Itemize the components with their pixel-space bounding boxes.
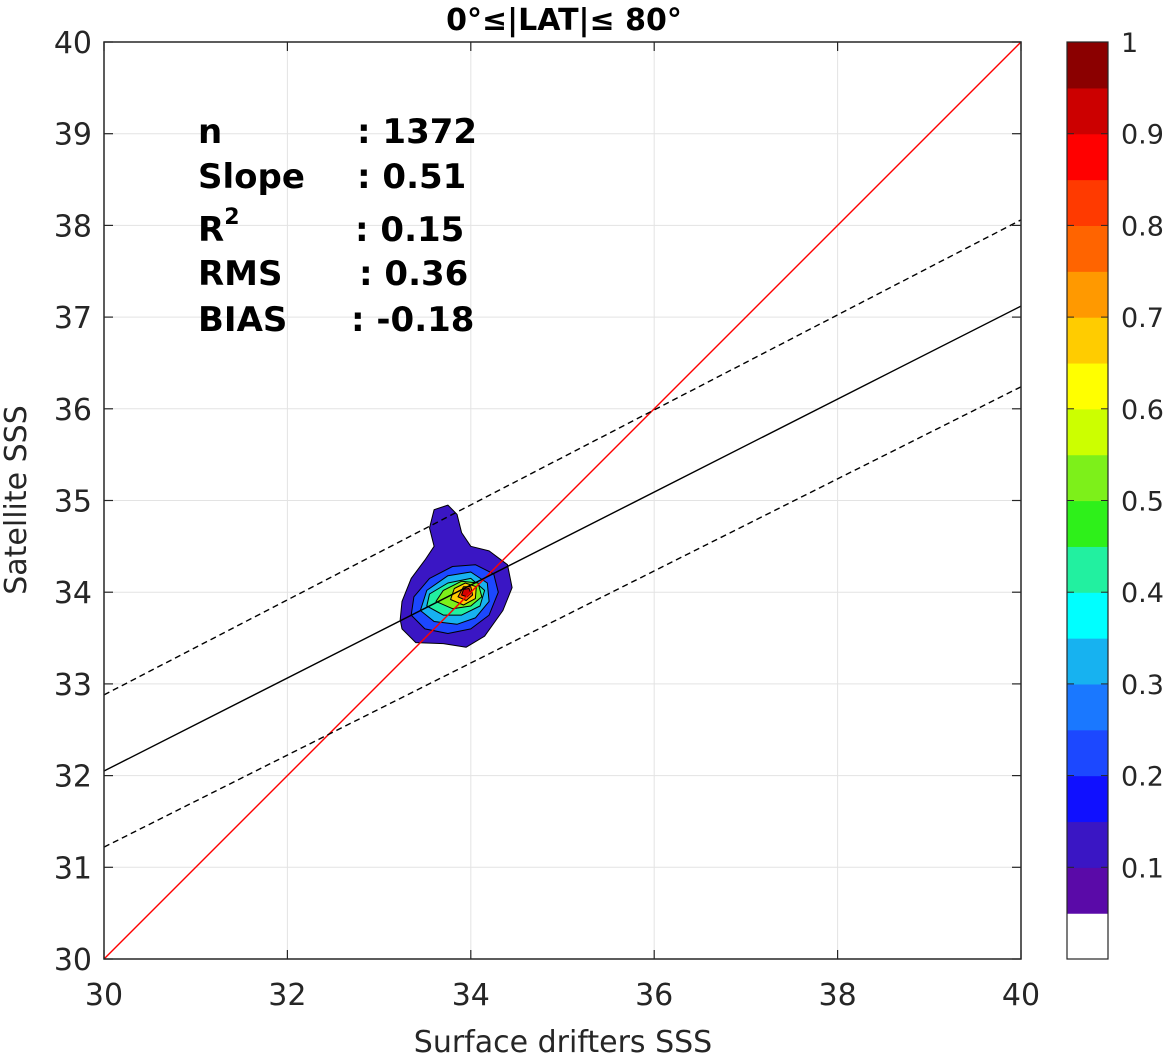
stat-value: : 0.15 (355, 210, 464, 250)
series-line-0 (103, 41, 1022, 960)
colorbar-swatch (1067, 729, 1108, 777)
colorbar-swatch (1067, 225, 1108, 272)
colorbar-swatch (1067, 179, 1108, 226)
stat-label: BIAS (198, 300, 287, 340)
colorbar-tick-label: 0.1 (1121, 853, 1164, 884)
x-tick-label: 36 (635, 978, 673, 1013)
colorbar-swatch (1067, 317, 1108, 364)
y-tick-label: 34 (54, 576, 92, 611)
colorbar-swatch (1067, 362, 1108, 410)
x-tick-label: 32 (268, 978, 306, 1013)
colorbar-swatch (1067, 821, 1108, 868)
stat-value: : 0.36 (359, 254, 468, 294)
stats-box: n : 1372 Slope : 0.51 R2 : 0.15 RMS : 0.36 BIAS:… (198, 112, 477, 340)
y-tick-label: 30 (54, 943, 92, 978)
colorbar-swatch (1067, 42, 1108, 89)
y-axis-label: Satellite SSS (0, 405, 34, 595)
x-tick-label: 34 (452, 978, 490, 1013)
colorbar-swatch (1067, 500, 1108, 547)
stat-label: Slope (198, 157, 305, 197)
colorbar-tick-label: 0.8 (1121, 211, 1164, 242)
colorbar-swatch (1067, 271, 1108, 318)
stat-label: R2 (198, 205, 240, 250)
colorbar-swatch (1067, 133, 1108, 181)
y-tick-label: 36 (54, 393, 92, 428)
x-tick-label: 38 (819, 978, 857, 1013)
x-tick-labels: 30 32 34 36 38 40 (85, 978, 1040, 1013)
colorbar-tick-label: 0.9 (1121, 120, 1164, 151)
y-tick-label: 32 (54, 760, 92, 795)
colorbar-swatch (1067, 592, 1108, 639)
colorbar-swatch (1067, 87, 1108, 135)
colorbar-swatch (1067, 775, 1108, 823)
x-tick-label: 40 (1002, 978, 1040, 1013)
x-axis-label: Surface drifters SSS (414, 1025, 712, 1055)
y-tick-labels: 30 31 32 33 34 35 36 37 38 39 40 (54, 26, 92, 978)
regression-lines (103, 41, 1022, 960)
axis-ticks (103, 41, 1022, 960)
colorbar-swatch (1067, 683, 1108, 731)
colorbar-tick-label: 0.5 (1121, 487, 1164, 518)
stat-superscript: 2 (224, 205, 239, 230)
y-tick-label: 40 (54, 26, 92, 61)
series-line-3 (103, 386, 1022, 848)
colorbar-swatch (1067, 454, 1108, 502)
stat-value: : 1372 (357, 112, 477, 152)
stat-label: n (198, 112, 222, 152)
x-tick-label: 30 (85, 978, 123, 1013)
y-tick-label: 37 (54, 301, 92, 336)
colorbar-swatch (1067, 546, 1108, 593)
chart-title: 0°≤|LAT|≤ 80° (446, 3, 682, 38)
y-tick-label: 31 (54, 851, 92, 886)
density-contours (399, 504, 513, 648)
y-tick-label: 33 (54, 668, 92, 703)
stat-value: : -0.18 (351, 300, 474, 340)
colorbar-tick-label: 0.6 (1121, 395, 1164, 426)
series-line-1 (103, 305, 1022, 772)
y-tick-label: 35 (54, 485, 92, 520)
colorbar-tick-label: 0.7 (1121, 303, 1164, 334)
y-tick-label: 39 (54, 118, 92, 153)
stat-value: : 0.51 (357, 157, 466, 197)
colorbar-swatch (1067, 408, 1108, 456)
colorbar-swatch (1067, 913, 1108, 960)
colorbar-tick-label: 0.3 (1121, 670, 1164, 701)
colorbar-swatch (1067, 867, 1108, 914)
colorbar-swatch (1067, 638, 1108, 685)
colorbar-tick-label: 0.2 (1121, 762, 1164, 793)
y-tick-label: 38 (54, 209, 92, 244)
colorbar: 0.1 0.2 0.3 0.4 0.5 0.6 0.7 0.8 0.9 1 (1066, 28, 1164, 960)
series-line-2 (103, 219, 1022, 696)
colorbar-tick-label: 0.4 (1121, 578, 1164, 609)
colorbar-tick-label: 1 (1121, 28, 1138, 59)
stat-label: RMS (198, 254, 283, 294)
